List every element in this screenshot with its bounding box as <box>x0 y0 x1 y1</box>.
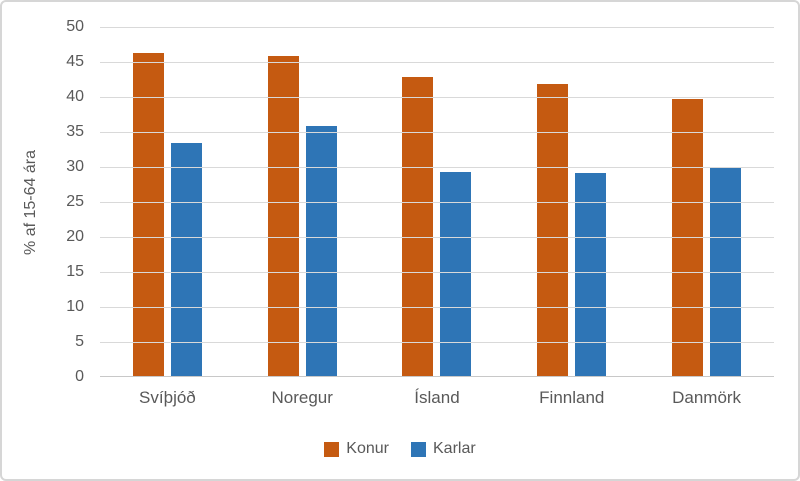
y-tick-label: 0 <box>75 368 84 385</box>
x-axis-line <box>100 376 774 377</box>
y-axis-ticks: 0 5 10 15 20 25 30 35 40 45 50 <box>2 18 84 385</box>
plot-area <box>100 27 774 377</box>
bar-konur <box>267 56 299 377</box>
bar-karlar <box>170 143 202 377</box>
y-tick-label: 50 <box>66 18 84 35</box>
x-axis-label: Danmörk <box>672 388 742 407</box>
legend: Konur Karlar <box>2 440 798 458</box>
gridline <box>100 62 774 63</box>
legend-label: Karlar <box>433 440 476 457</box>
x-axis-label: Svíþjóð <box>139 388 196 407</box>
x-axis-label: Ísland <box>414 388 460 407</box>
gridline <box>100 132 774 133</box>
y-tick-label: 45 <box>66 53 84 70</box>
y-tick-label: 10 <box>66 298 84 315</box>
y-tick-label: 30 <box>66 158 84 175</box>
legend-item-karlar: Karlar <box>411 440 476 458</box>
legend-item-konur: Konur <box>324 440 389 458</box>
bar-konur <box>132 52 164 377</box>
x-axis-label: Finnland <box>539 388 605 407</box>
x-axis-label: Noregur <box>271 388 333 407</box>
gridline <box>100 97 774 98</box>
bar-konur <box>402 77 434 377</box>
gridline <box>100 202 774 203</box>
bar-group <box>100 27 235 377</box>
bar-konur <box>672 99 704 377</box>
x-axis-labels: Svíþjóð Noregur Ísland Finnland Danmörk <box>100 388 774 408</box>
y-tick-label: 25 <box>66 193 84 210</box>
y-tick-label: 5 <box>75 333 84 350</box>
bar-karlar <box>305 125 337 377</box>
bar-konur <box>537 83 569 377</box>
bar-group <box>370 27 505 377</box>
bar-karlar <box>575 172 607 377</box>
y-tick-label: 40 <box>66 88 84 105</box>
y-tick-label: 20 <box>66 228 84 245</box>
gridline <box>100 307 774 308</box>
legend-swatch-icon <box>324 441 340 457</box>
gridline <box>100 167 774 168</box>
legend-swatch-icon <box>411 441 426 457</box>
y-tick-label: 15 <box>66 263 84 280</box>
legend-label: Konur <box>346 440 389 457</box>
gridline <box>100 27 774 28</box>
gridline <box>100 272 774 273</box>
gridline <box>100 237 774 238</box>
gridline <box>100 342 774 343</box>
y-tick-label: 35 <box>66 123 84 140</box>
